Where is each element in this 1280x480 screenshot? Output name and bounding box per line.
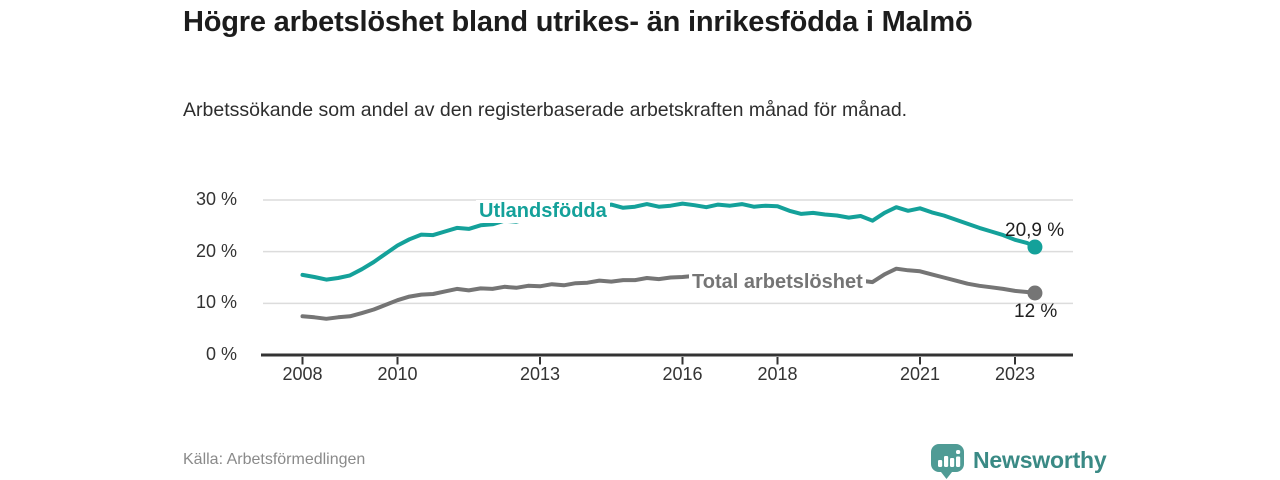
x-axis-label: 2008 (282, 364, 323, 384)
x-axis-label: 2013 (519, 364, 561, 384)
x-axis-label: 2023 (994, 364, 1036, 384)
page-subtitle: Arbetssökande som andel av den registerb… (183, 99, 908, 121)
source-note: Källa: Arbetsförmedlingen (183, 451, 366, 468)
x-axis-label: 2010 (377, 364, 418, 384)
series-label-utlandsfodda: Utlandsfödda (476, 200, 610, 223)
series-line-0 (300, 201, 1037, 282)
x-axis-label: 2018 (757, 364, 798, 384)
series-end-dot-0 (1027, 239, 1043, 255)
series-label-total-arbetsloshet: Total arbetslöshet (689, 271, 866, 294)
end-value-label-total: 12 % (1014, 301, 1058, 322)
newsworthy-chart-bubble-icon (931, 444, 964, 479)
x-axis-label: 2021 (899, 364, 941, 384)
brand-name: Newsworthy (973, 447, 1107, 473)
brand-logo: Newsworthy (929, 442, 1107, 479)
end-value-label-utlandsfodda: 20,9 % (1005, 220, 1065, 241)
series-end-dot-1 (1027, 285, 1043, 301)
series-line-1 (300, 266, 1037, 321)
y-axis-label: 0 % (205, 344, 237, 364)
page-title: Högre arbetslöshet bland utrikes- än inr… (183, 6, 973, 38)
y-axis-label: 10 % (195, 292, 237, 313)
y-axis-label: 20 % (195, 240, 237, 261)
x-axis-label: 2016 (662, 364, 703, 384)
y-axis-label: 30 % (195, 189, 237, 209)
